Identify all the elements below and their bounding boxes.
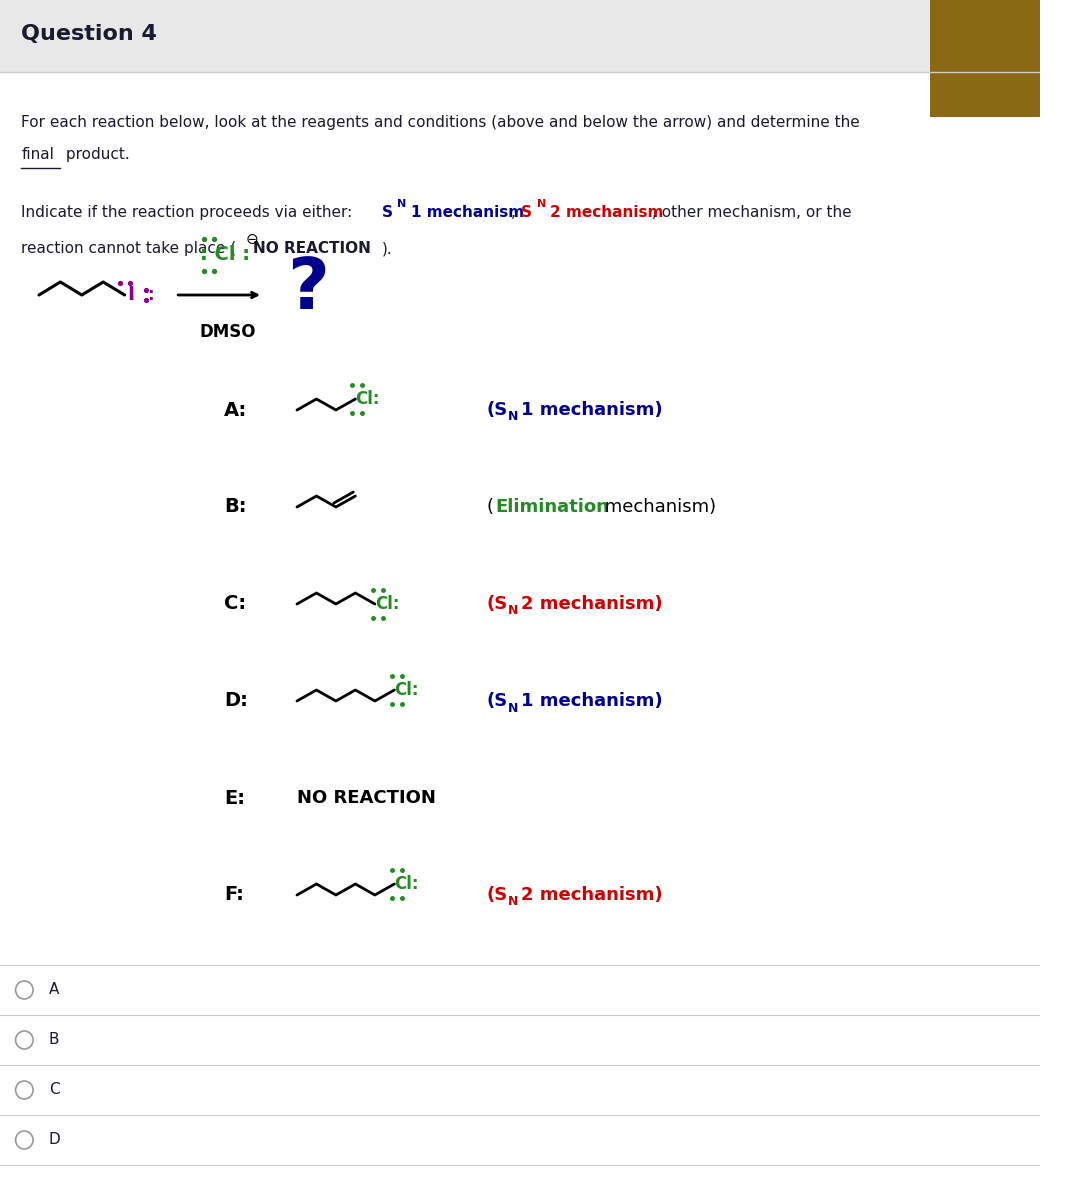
Text: : Cl :: : Cl : bbox=[200, 246, 250, 264]
Text: ,: , bbox=[512, 205, 516, 220]
Text: S: S bbox=[381, 205, 393, 220]
Text: Cl:: Cl: bbox=[394, 680, 419, 698]
Text: ⊖: ⊖ bbox=[246, 232, 258, 246]
Text: 2 mechanism): 2 mechanism) bbox=[521, 886, 662, 904]
FancyBboxPatch shape bbox=[0, 0, 1040, 72]
Text: S: S bbox=[521, 205, 532, 220]
Text: 2 mechanism: 2 mechanism bbox=[550, 205, 663, 220]
Text: Question 4: Question 4 bbox=[21, 24, 157, 44]
Text: :: : bbox=[147, 286, 154, 304]
Text: C: C bbox=[49, 1082, 60, 1098]
Text: product.: product. bbox=[61, 146, 130, 162]
Text: 1 mechanism): 1 mechanism) bbox=[521, 401, 662, 419]
Text: NO REACTION: NO REACTION bbox=[297, 790, 436, 806]
Text: Cl:: Cl: bbox=[394, 875, 419, 893]
Text: N: N bbox=[508, 410, 519, 424]
Text: final: final bbox=[21, 146, 54, 162]
Text: I: I bbox=[127, 286, 135, 305]
Text: ?: ? bbox=[287, 256, 329, 324]
Text: N: N bbox=[508, 702, 519, 714]
Text: D: D bbox=[49, 1133, 61, 1147]
Text: N: N bbox=[508, 895, 519, 908]
Text: F:: F: bbox=[224, 886, 244, 905]
Text: C:: C: bbox=[224, 594, 246, 613]
Text: Cl:: Cl: bbox=[375, 595, 399, 613]
Text: B:: B: bbox=[224, 498, 247, 516]
Text: 2 mechanism): 2 mechanism) bbox=[521, 595, 662, 613]
Text: mechanism): mechanism) bbox=[599, 498, 716, 516]
Text: N: N bbox=[536, 199, 546, 209]
Text: N: N bbox=[508, 605, 519, 618]
Text: (S: (S bbox=[487, 401, 508, 419]
Text: ).: ). bbox=[381, 241, 392, 256]
Text: N: N bbox=[397, 199, 407, 209]
Text: 1 mechanism): 1 mechanism) bbox=[521, 692, 662, 710]
Text: 1 mechanism: 1 mechanism bbox=[411, 205, 524, 220]
Text: For each reaction below, look at the reagents and conditions (above and below th: For each reaction below, look at the rea… bbox=[21, 115, 860, 130]
Text: A: A bbox=[49, 983, 59, 997]
Text: NO REACTION: NO REACTION bbox=[253, 241, 371, 256]
Text: (S: (S bbox=[487, 595, 508, 613]
Text: A:: A: bbox=[224, 401, 247, 420]
Text: reaction cannot take place (: reaction cannot take place ( bbox=[21, 241, 236, 256]
Text: DMSO: DMSO bbox=[200, 323, 256, 341]
Text: D:: D: bbox=[224, 691, 248, 710]
Text: E:: E: bbox=[224, 788, 245, 808]
Text: Elimination: Elimination bbox=[496, 498, 610, 516]
Text: (S: (S bbox=[487, 886, 508, 904]
Text: (: ( bbox=[487, 498, 493, 516]
FancyBboxPatch shape bbox=[930, 0, 1040, 116]
Text: , other mechanism, or the: , other mechanism, or the bbox=[653, 205, 852, 220]
Text: Cl:: Cl: bbox=[356, 390, 380, 408]
Text: Indicate if the reaction proceeds via either:: Indicate if the reaction proceeds via ei… bbox=[21, 205, 358, 220]
Text: (S: (S bbox=[487, 692, 508, 710]
Text: B: B bbox=[49, 1032, 59, 1048]
